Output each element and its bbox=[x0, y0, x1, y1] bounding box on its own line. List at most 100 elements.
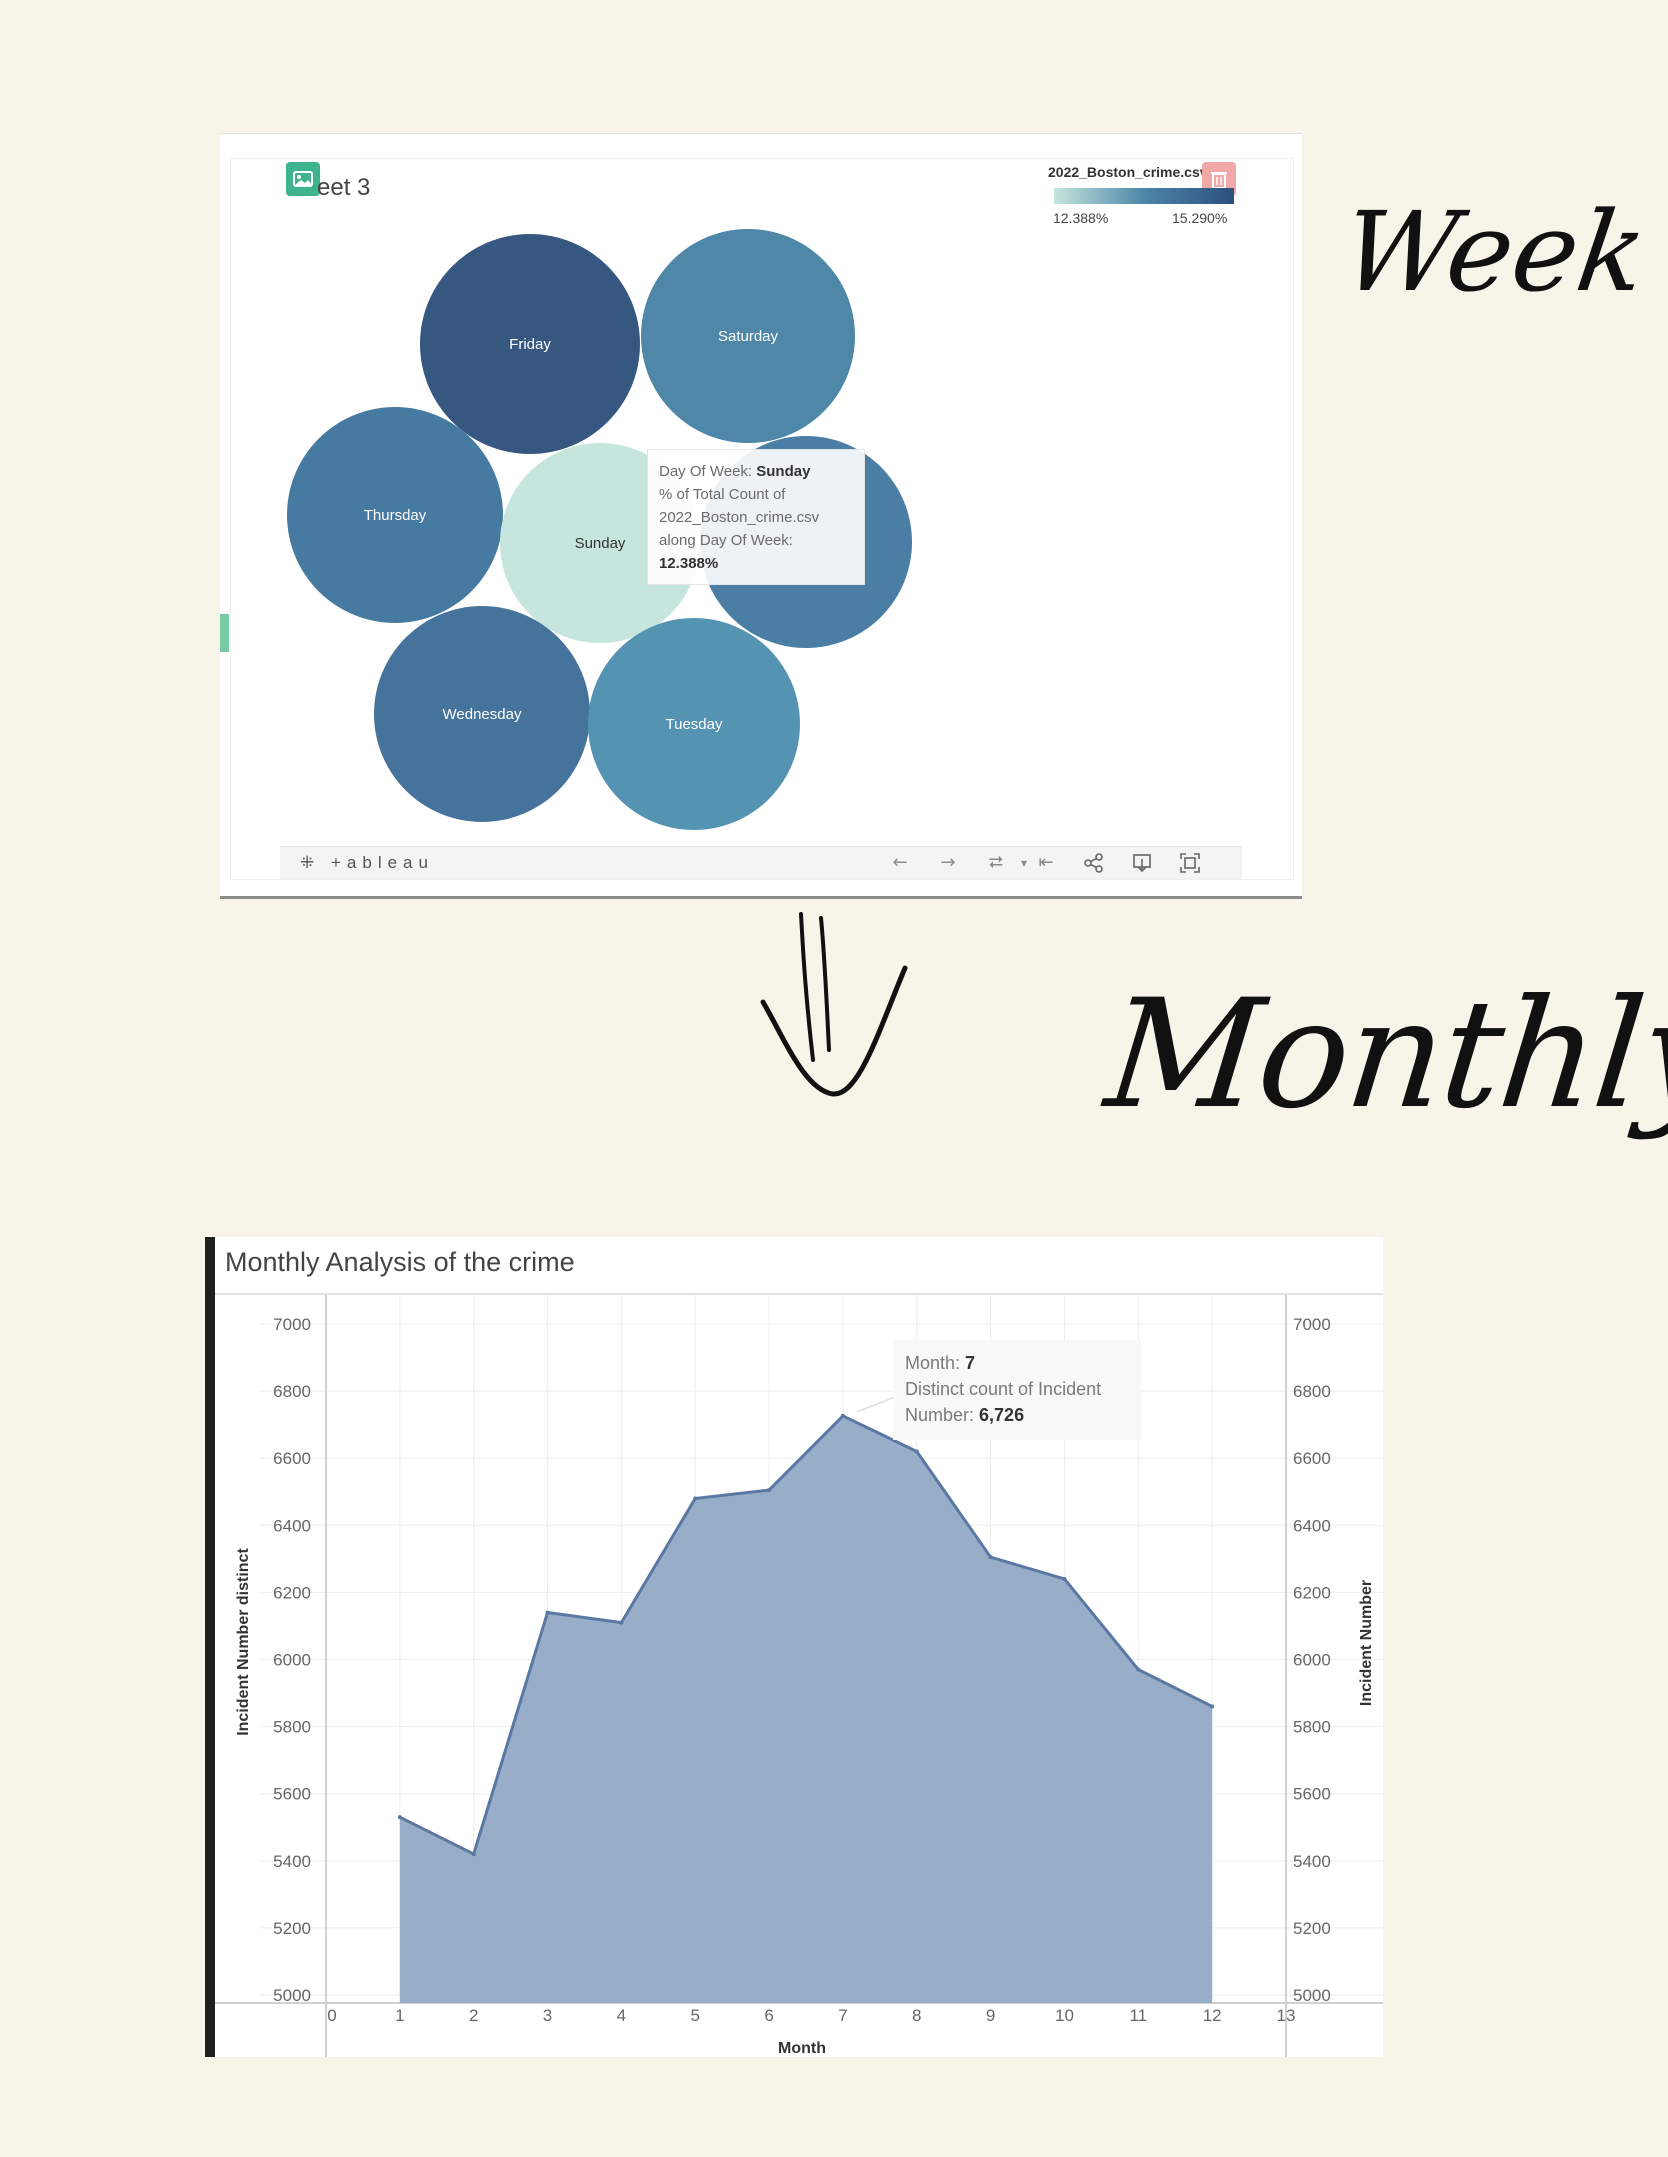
y-axis-title-left: Incident Number distinct bbox=[235, 1548, 252, 1736]
x-tick-label: 10 bbox=[1055, 2006, 1074, 2025]
legend-color-ramp bbox=[1054, 188, 1234, 204]
y-tick-label-left: 6200 bbox=[273, 1583, 311, 1602]
y-tick-label-right: 6600 bbox=[1293, 1449, 1331, 1468]
y-tick-label-left: 6800 bbox=[273, 1382, 311, 1401]
area-plot: 5000 5000 5200 5200 5400 5400 5600 5600 5800 5800… bbox=[215, 1295, 1383, 2057]
handwritten-week: Week bbox=[1335, 188, 1654, 316]
y-tick-label-left: 6600 bbox=[273, 1449, 311, 1468]
legend-title: 2022_Boston_crime.csv bbox=[1048, 164, 1208, 180]
share-icon[interactable] bbox=[1080, 851, 1108, 875]
tooltip-line-4: along Day Of Week: bbox=[659, 532, 793, 549]
chart-left-border bbox=[205, 1237, 215, 2057]
y-tick-label-left: 5000 bbox=[273, 1986, 311, 2005]
bubble-tuesday[interactable] bbox=[588, 618, 800, 830]
dropdown-icon[interactable]: ▾ bbox=[1020, 856, 1028, 870]
y-tick-label-right: 5000 bbox=[1293, 1986, 1331, 2005]
bubble-label-thursday: Thursday bbox=[364, 507, 427, 524]
data-point-month-7[interactable] bbox=[840, 1413, 845, 1418]
tableau-toolbar: ⁜ +ableau ← → ⮂ ▾ ⇤ bbox=[280, 846, 1242, 879]
y-tick-label-right: 6800 bbox=[1293, 1382, 1331, 1401]
redo-icon[interactable]: → bbox=[940, 852, 956, 873]
tooltip-pointer bbox=[856, 1396, 896, 1413]
y-tick-label-left: 5800 bbox=[273, 1718, 311, 1737]
bubble-friday[interactable] bbox=[420, 234, 640, 454]
data-point-month-9[interactable] bbox=[988, 1555, 993, 1560]
handwritten-down-arrow bbox=[760, 912, 908, 1097]
y-tick-label-right: 6400 bbox=[1293, 1516, 1331, 1535]
area-fill[interactable] bbox=[399, 1415, 1213, 2003]
bubble-chart: Friday Saturday Thursday Sunday Wednesday Tue… bbox=[287, 229, 912, 830]
x-tick-label: 5 bbox=[690, 2006, 699, 2025]
tableau-logo[interactable]: ⁜ +ableau bbox=[300, 853, 434, 873]
monthly-area-chart: Monthly Analysis of the crime 5000 5000 52… bbox=[205, 1237, 1383, 2057]
bubble-label-saturday: Saturday bbox=[718, 328, 779, 345]
data-point-month-4[interactable] bbox=[619, 1620, 624, 1625]
data-point-month-8[interactable] bbox=[914, 1449, 919, 1454]
x-tick-label: 11 bbox=[1129, 2006, 1147, 2025]
x-tick-label: 0 bbox=[327, 2006, 336, 2025]
y-tick-label-right: 5600 bbox=[1293, 1785, 1331, 1804]
data-point-month-6[interactable] bbox=[767, 1488, 772, 1493]
reset-icon[interactable]: ⇤ bbox=[1038, 852, 1054, 873]
y-tick-label-left: 5400 bbox=[273, 1852, 311, 1871]
download-icon[interactable] bbox=[1128, 851, 1156, 875]
side-tab-handle[interactable] bbox=[220, 614, 229, 652]
data-point-month-12[interactable] bbox=[1210, 1704, 1215, 1709]
tooltip-count-label-2: Number: bbox=[905, 1405, 980, 1425]
tableau-brand-text: +ableau bbox=[330, 853, 434, 872]
x-tick-label: 13 bbox=[1277, 2006, 1296, 2025]
y-tick-label-left: 6000 bbox=[273, 1651, 311, 1670]
tableau-embed: Friday Saturday Thursday Sunday Wednesday Tue… bbox=[220, 133, 1302, 899]
data-point-month-10[interactable] bbox=[1062, 1576, 1067, 1581]
data-point-month-3[interactable] bbox=[545, 1610, 550, 1615]
tooltip-month-value: 7 bbox=[965, 1353, 976, 1373]
bubble-tooltip: Day Of Week: Sunday % of Total Count of … bbox=[647, 449, 865, 585]
x-tick-label: 12 bbox=[1203, 2006, 1222, 2025]
tooltip-count-value: 6,726 bbox=[979, 1405, 1025, 1425]
data-point-month-1[interactable] bbox=[397, 1815, 402, 1820]
revert-icon[interactable]: ⮂ bbox=[988, 852, 1004, 873]
data-point-month-5[interactable] bbox=[693, 1496, 698, 1501]
y-tick-label-right: 5200 bbox=[1293, 1919, 1331, 1938]
y-tick-label-left: 5200 bbox=[273, 1919, 311, 1938]
bubble-label-sunday: Sunday bbox=[575, 535, 626, 552]
bubble-label-tuesday: Tuesday bbox=[666, 716, 723, 733]
bubble-label-wednesday: Wednesday bbox=[443, 706, 522, 723]
x-tick-label: 8 bbox=[912, 2006, 921, 2025]
bubble-saturday[interactable] bbox=[641, 229, 855, 443]
bubble-wednesday[interactable] bbox=[374, 606, 590, 822]
area-line bbox=[399, 1414, 1213, 1856]
tooltip-day-value: Sunday bbox=[756, 463, 811, 480]
tableau-viz-frame bbox=[230, 158, 1294, 880]
tooltip-line-2: % of Total Count of bbox=[659, 486, 786, 503]
sheet-title: eet 3 bbox=[317, 174, 371, 201]
x-tick-label: 7 bbox=[838, 2006, 847, 2025]
x-tick-label: 2 bbox=[469, 2006, 478, 2025]
bubble-thursday[interactable] bbox=[287, 407, 503, 623]
y-tick-label-right: 6200 bbox=[1293, 1583, 1331, 1602]
legend-max-label: 15.290% bbox=[1172, 210, 1228, 226]
x-tick-label: 4 bbox=[617, 2006, 626, 2025]
bubble-label-friday: Friday bbox=[509, 336, 551, 353]
area-tooltip: Month: 7 Distinct count of Incident Numb… bbox=[893, 1340, 1141, 1440]
legend-min-label: 12.388% bbox=[1053, 210, 1109, 226]
undo-icon[interactable]: ← bbox=[892, 852, 908, 873]
tooltip-pct-value: 12.388% bbox=[659, 555, 719, 572]
fullscreen-icon[interactable] bbox=[1176, 851, 1204, 875]
y-axis-title-right: Incident Number bbox=[1358, 1580, 1375, 1706]
tooltip-count-label-1: Distinct count of Incident bbox=[905, 1379, 1102, 1399]
y-tick-label-right: 6000 bbox=[1293, 1651, 1331, 1670]
handwritten-monthly: Monthly bbox=[1098, 968, 1668, 1142]
y-tick-label-left: 6400 bbox=[273, 1516, 311, 1535]
x-axis-title: Month bbox=[778, 2040, 826, 2057]
data-point-month-2[interactable] bbox=[471, 1852, 476, 1857]
chart-title: Monthly Analysis of the crime bbox=[225, 1247, 575, 1277]
x-tick-label: 1 bbox=[395, 2006, 404, 2025]
data-point-month-11[interactable] bbox=[1136, 1667, 1141, 1672]
x-tick-label: 6 bbox=[764, 2006, 773, 2025]
title-divider bbox=[215, 1293, 1383, 1295]
y-tick-label-left: 7000 bbox=[273, 1315, 311, 1334]
tooltip-day-label: Day Of Week: bbox=[659, 463, 757, 480]
image-icon[interactable] bbox=[286, 162, 320, 196]
tooltip-line-3: 2022_Boston_crime.csv bbox=[659, 509, 820, 526]
